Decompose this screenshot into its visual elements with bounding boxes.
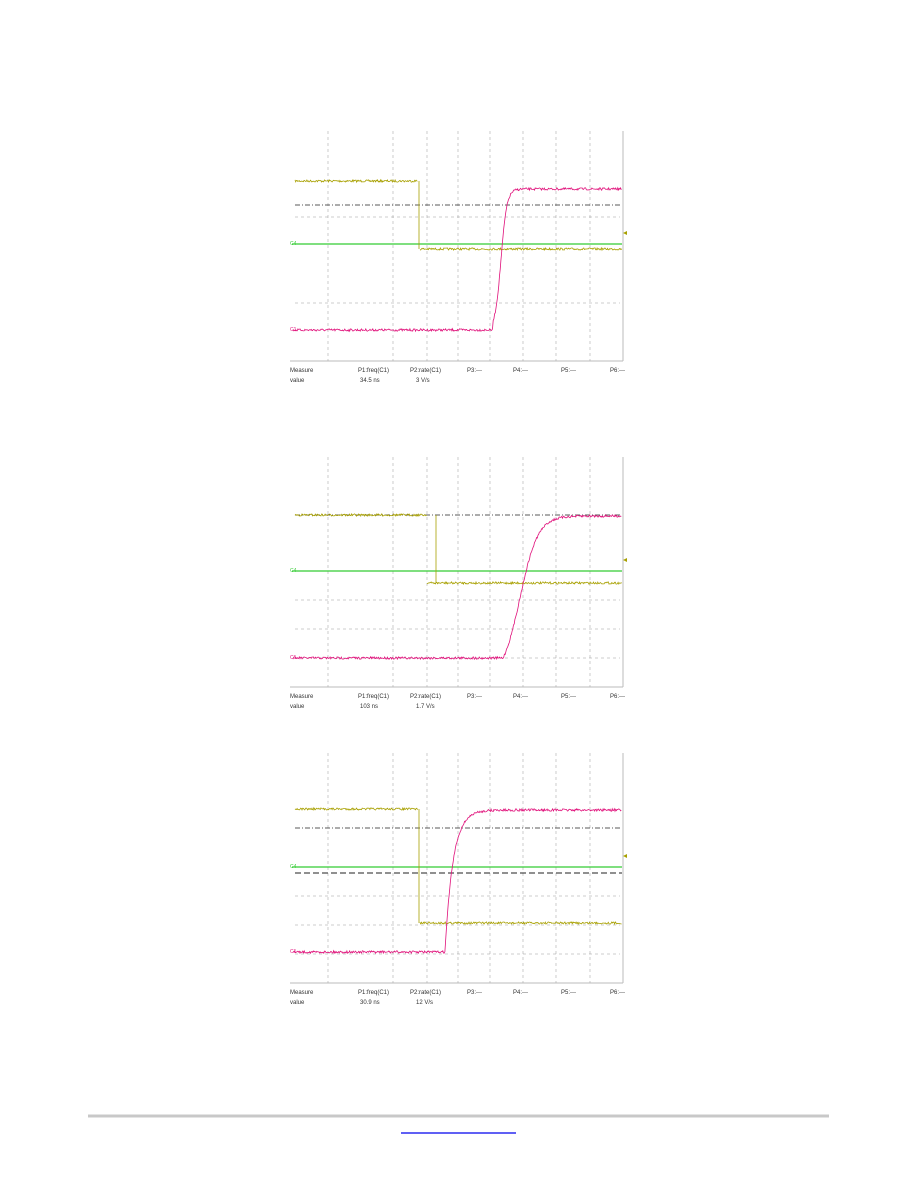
measure-label: P3:---	[467, 694, 482, 700]
trace-yellow	[419, 246, 622, 252]
measure-value: 30.9 ns	[360, 1000, 380, 1006]
measure-label: P1:freq(C1)	[358, 368, 389, 374]
channel-label: C4	[290, 241, 297, 247]
trace-yellow	[294, 512, 427, 518]
measure-label: P6:---	[610, 990, 625, 996]
scope-screenshot: C4 C1 Measure P1:freq(C1) P2:rate(C1) P3:--- P…	[290, 457, 627, 710]
marker	[623, 854, 627, 858]
measure-label: P5:---	[561, 694, 576, 700]
measure-label: Measure	[290, 368, 314, 374]
measure-value: 3 V/s	[416, 378, 430, 384]
channel-label: C1	[290, 655, 297, 661]
measure-value: 34.5 ns	[360, 378, 380, 384]
trace-yellow	[419, 921, 622, 926]
measure-label: P6:---	[610, 368, 625, 374]
trace-yellow	[294, 806, 418, 812]
scope-screenshot: C4 C1 Measure P1:freq(C1) P2:rate(C1) P3:--- P…	[290, 131, 627, 384]
measure-value: 12 V/s	[416, 1000, 433, 1006]
marker	[623, 231, 627, 235]
trace-magenta	[292, 513, 622, 661]
measure-label: P6:---	[610, 694, 625, 700]
measure-label: P3:---	[467, 368, 482, 374]
measure-label: P4:---	[513, 368, 528, 374]
measure-value: 103 ns	[360, 704, 378, 710]
trace-yellow	[294, 178, 418, 184]
measure-label: P2:rate(C1)	[410, 368, 441, 374]
trace-yellow	[426, 580, 622, 586]
measure-label: P2:rate(C1)	[410, 990, 441, 996]
measure-value: value	[290, 1000, 305, 1006]
measure-label: Measure	[290, 990, 314, 996]
measure-label: P4:---	[513, 990, 528, 996]
measure-label: P1:freq(C1)	[358, 990, 389, 996]
measure-label: P4:---	[513, 694, 528, 700]
measure-label: Measure	[290, 694, 314, 700]
channel-label: C4	[290, 568, 297, 574]
marker	[623, 558, 627, 562]
trace-magenta	[292, 807, 622, 955]
trace-magenta	[292, 186, 622, 333]
channel-label: C1	[290, 949, 297, 955]
measure-label: P5:---	[561, 990, 576, 996]
measure-label: P2:rate(C1)	[410, 694, 441, 700]
measure-label: P1:freq(C1)	[358, 694, 389, 700]
measure-value: 1.7 V/s	[416, 704, 435, 710]
measure-value: value	[290, 378, 305, 384]
measure-value: value	[290, 704, 305, 710]
measure-label: P3:---	[467, 990, 482, 996]
measure-label: P5:---	[561, 368, 576, 374]
channel-label: C1	[290, 327, 297, 333]
channel-label: C4	[290, 864, 297, 870]
scope-screenshot: C4 C1 Measure P1:freq(C1) P2:rate(C1) P3:--- P…	[290, 753, 627, 1006]
